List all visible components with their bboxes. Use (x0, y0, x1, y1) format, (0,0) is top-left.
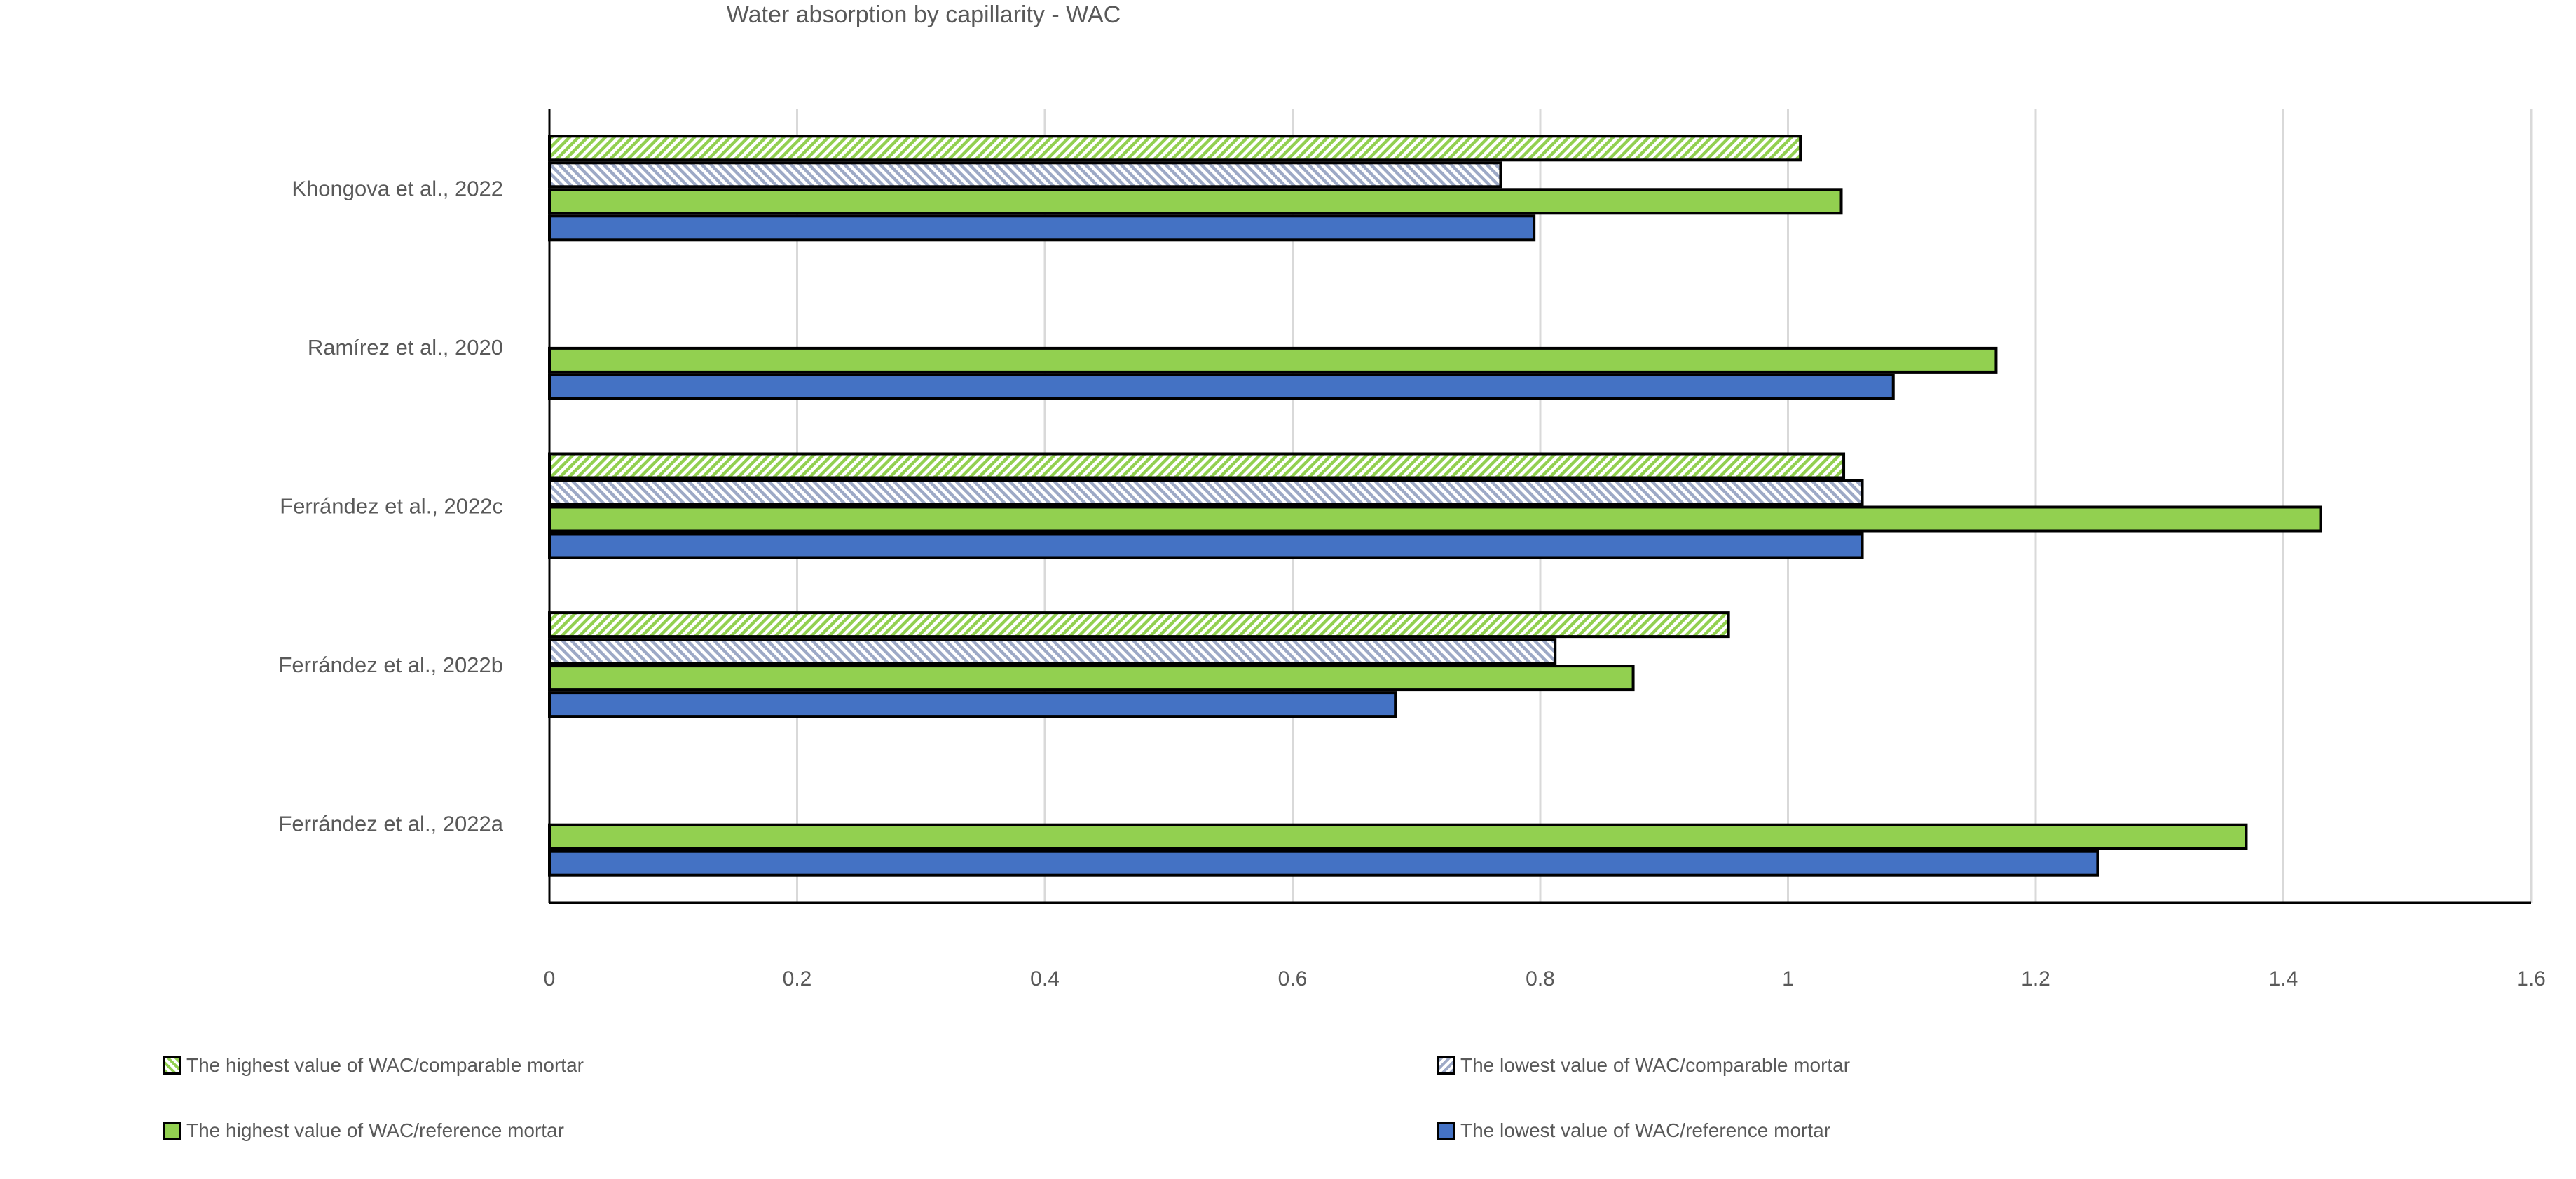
category-label: Khongova et al., 2022 (292, 176, 503, 200)
bar (548, 479, 1864, 506)
bar (548, 638, 1557, 665)
bar (548, 665, 1635, 692)
legend-label: The highest value of WAC/comparable mort… (186, 1054, 584, 1076)
x-tick-label: 1.2 (2021, 967, 2050, 990)
category-label: Ramírez et al., 2020 (308, 335, 503, 360)
category-label: Ferrández et al., 2022b (278, 653, 503, 677)
bar (548, 505, 2322, 533)
legend-item: The lowest value of WAC/reference mortar (1437, 1119, 1830, 1142)
x-tick-label: 1.6 (2516, 967, 2546, 990)
legend-item: The highest value of WAC/comparable mort… (163, 1054, 584, 1077)
labels: 0 0.2 0.4 0.6 0.8 1 1.2 1.4 1.6 Ferrández et al.,… (278, 176, 2545, 990)
bar (548, 691, 1397, 718)
axes (548, 109, 2531, 904)
legend-label: The lowest value of WAC/comparable morta… (1460, 1054, 1851, 1076)
x-tick-label: 0.4 (1030, 967, 1060, 990)
bar (548, 823, 2248, 850)
legend-label: The highest value of WAC/reference morta… (186, 1119, 564, 1141)
x-tick-label: 1 (1782, 967, 1794, 990)
bar (548, 532, 1864, 559)
legend-swatch (1437, 1056, 1455, 1075)
bar (548, 373, 1895, 400)
category-label: Ferrández et al., 2022c (280, 494, 503, 519)
legend-item: The lowest value of WAC/comparable morta… (1437, 1054, 1850, 1077)
bar (548, 452, 1846, 479)
bar (548, 188, 1843, 215)
bar (548, 214, 1536, 242)
bar (548, 611, 1730, 639)
legend-swatch (163, 1056, 181, 1075)
bar (548, 135, 1802, 162)
bars (548, 135, 2322, 877)
x-tick-label: 1.4 (2269, 967, 2298, 990)
legend-swatch (1437, 1122, 1455, 1140)
legend-label: The lowest value of WAC/reference mortar (1460, 1119, 1831, 1141)
chart-title: Water absorption by capillarity - WAC (726, 1, 1121, 28)
bar (548, 850, 2099, 877)
x-tick-label: 0.2 (783, 967, 812, 990)
x-tick-label: 0 (544, 967, 556, 990)
bar (548, 161, 1502, 189)
legend-swatch (163, 1122, 181, 1140)
category-label: Ferrández et al., 2022a (278, 812, 503, 836)
x-tick-label: 0.6 (1278, 967, 1308, 990)
x-tick-label: 0.8 (1526, 967, 1555, 990)
legend-item: The highest value of WAC/reference morta… (163, 1119, 564, 1142)
bar (548, 346, 1998, 374)
